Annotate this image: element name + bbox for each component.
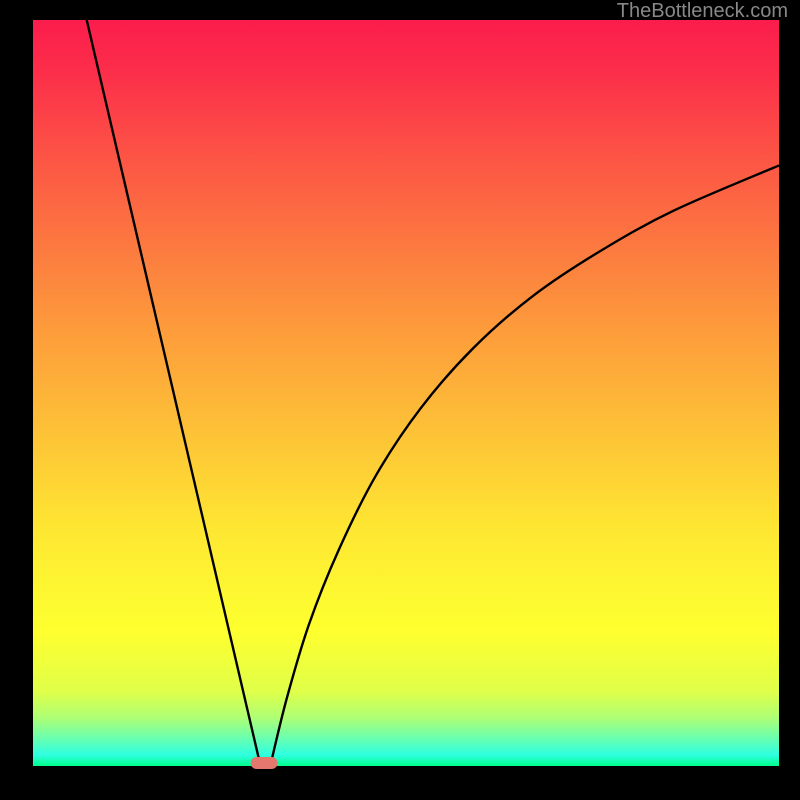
curve-layer — [33, 20, 779, 766]
plot-inner — [33, 20, 779, 766]
watermark-text: TheBottleneck.com — [617, 0, 788, 23]
curve-left-branch — [87, 20, 261, 766]
curve-right-branch — [270, 165, 779, 766]
plot-area — [33, 20, 779, 766]
minimum-marker — [251, 757, 278, 769]
